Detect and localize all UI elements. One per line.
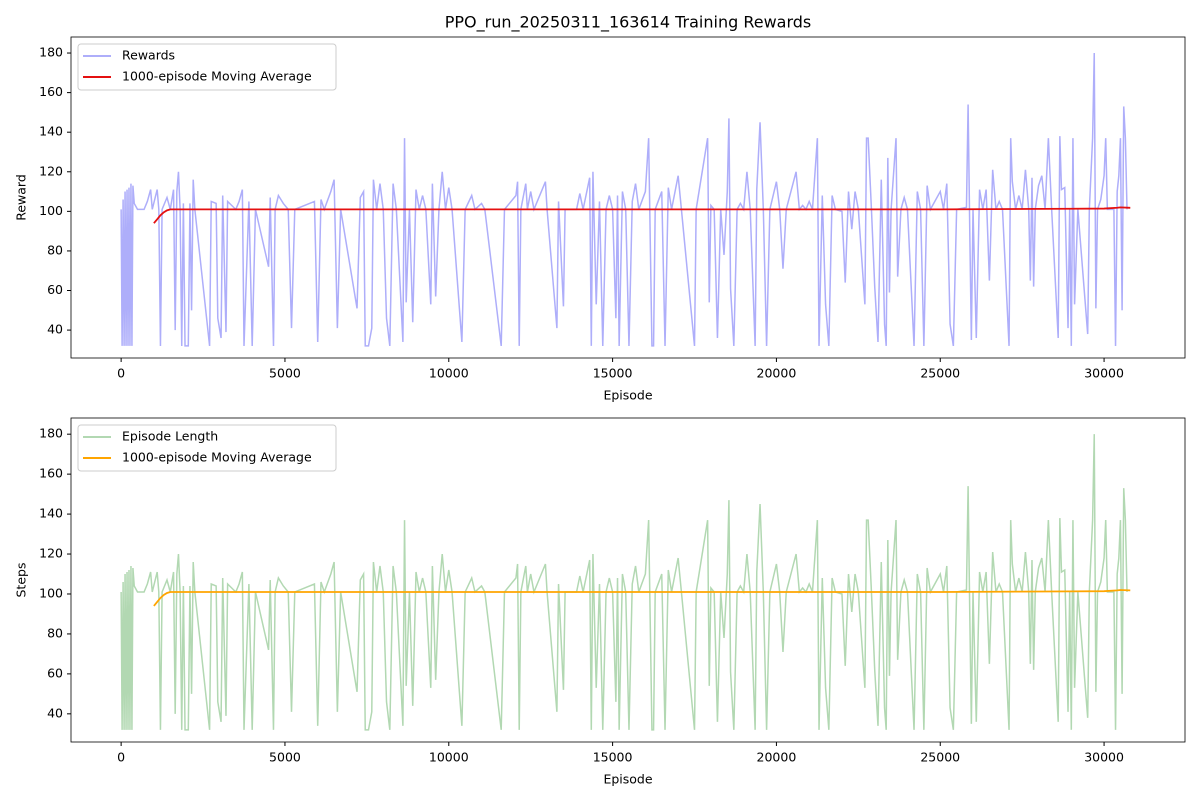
y-tick-label: 160 <box>39 466 63 481</box>
x-tick-label: 15000 <box>593 366 633 381</box>
x-tick-label: 25000 <box>920 750 960 765</box>
y-tick-label: 60 <box>47 665 63 680</box>
y-tick-label: 160 <box>39 84 63 99</box>
x-tick-label: 0 <box>117 750 125 765</box>
y-tick-label: 120 <box>39 546 63 561</box>
series-line <box>153 206 1131 224</box>
x-axis-label: Episode <box>603 388 652 403</box>
x-tick-label: 25000 <box>920 366 960 381</box>
y-tick-label: 180 <box>39 45 63 60</box>
x-tick-label: 10000 <box>429 750 469 765</box>
x-tick-label: 20000 <box>757 750 797 765</box>
y-tick-label: 140 <box>39 506 63 521</box>
y-tick-label: 180 <box>39 426 63 441</box>
legend-label: 1000-episode Moving Average <box>122 69 312 84</box>
plot-frame <box>70 417 1186 743</box>
x-tick-label: 30000 <box>1084 750 1124 765</box>
legend-label: Rewards <box>122 48 175 63</box>
series-line <box>120 434 1128 731</box>
x-tick-label: 5000 <box>269 750 301 765</box>
y-tick-label: 140 <box>39 124 63 139</box>
x-tick-label: 0 <box>117 366 125 381</box>
legend-box <box>77 43 337 91</box>
plot-frame <box>70 36 1186 359</box>
y-axis-label: Steps <box>14 563 29 598</box>
y-tick-label: 80 <box>47 242 63 257</box>
y-tick-label: 80 <box>47 625 63 640</box>
series-line <box>120 53 1128 347</box>
y-tick-label: 40 <box>47 705 63 720</box>
y-tick-label: 100 <box>39 585 63 600</box>
y-tick-label: 60 <box>47 282 63 297</box>
x-tick-label: 5000 <box>269 366 301 381</box>
y-axis-label: Reward <box>14 174 29 221</box>
x-axis-label: Episode <box>603 772 652 787</box>
x-tick-label: 10000 <box>429 366 469 381</box>
x-tick-label: 15000 <box>593 750 633 765</box>
x-tick-label: 20000 <box>757 366 797 381</box>
y-tick-label: 100 <box>39 203 63 218</box>
legend-box <box>77 424 337 472</box>
x-tick-label: 30000 <box>1084 366 1124 381</box>
chart-title: PPO_run_20250311_163614 Training Rewards <box>445 13 812 33</box>
y-tick-label: 120 <box>39 163 63 178</box>
legend-label: 1000-episode Moving Average <box>122 450 312 465</box>
legend-label: Episode Length <box>122 429 218 444</box>
series-line <box>153 589 1131 607</box>
y-tick-label: 40 <box>47 322 63 337</box>
